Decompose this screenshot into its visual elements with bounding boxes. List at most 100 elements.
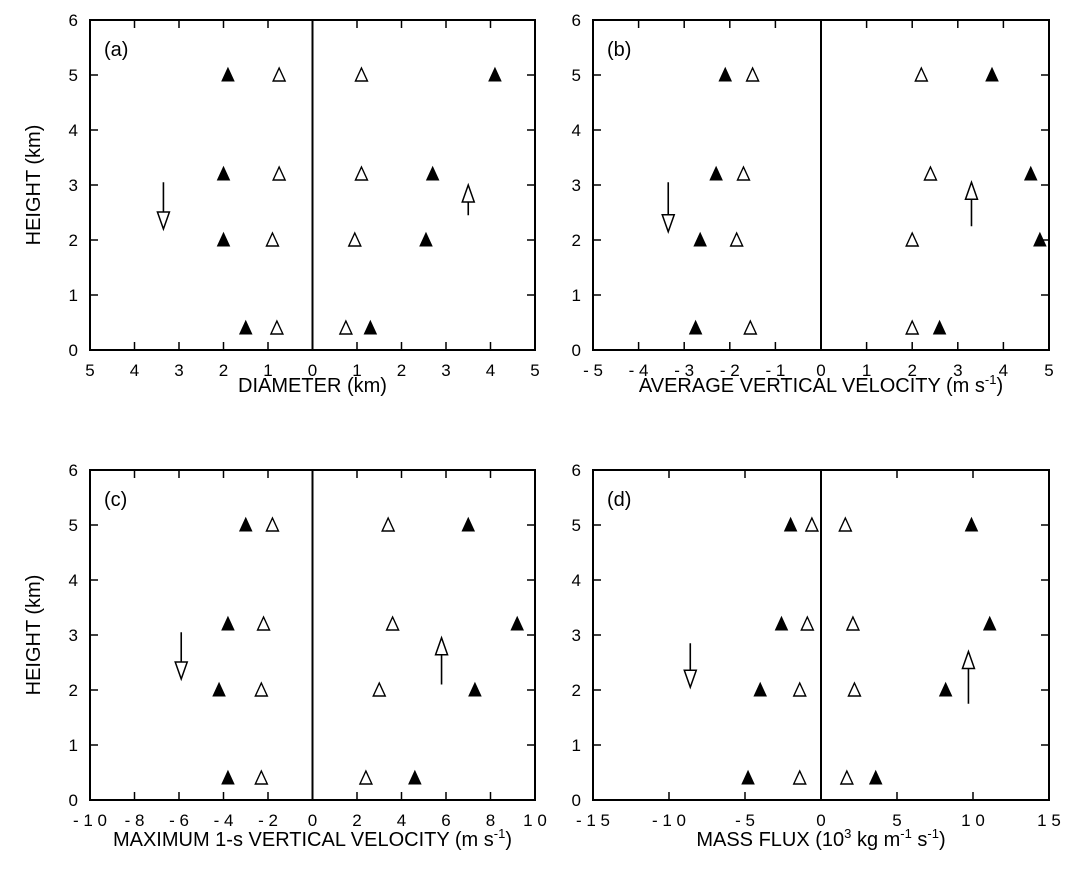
up-arrow-icon <box>964 179 979 227</box>
x-tick-label: 2 <box>219 361 228 380</box>
filled-triangle-point <box>774 615 789 631</box>
panel-label: (c) <box>104 489 127 511</box>
x-axis-label: DIAMETER (km) <box>238 375 387 397</box>
x-tick-label: - 3 <box>674 361 694 380</box>
x-tick-label: - 8 <box>125 811 145 830</box>
open-triangle-point <box>800 615 815 631</box>
filled-triangle-point <box>238 319 253 335</box>
filled-triangle-point <box>488 66 502 82</box>
y-axis-label: HEIGHT (km) <box>23 125 45 246</box>
filled-triangle-point <box>783 516 798 532</box>
filled-triangle-point <box>741 769 755 785</box>
x-tick-label: 2 <box>397 361 406 380</box>
down-arrow-icon <box>683 643 698 690</box>
up-arrow-icon <box>461 182 476 216</box>
y-tick-label: 6 <box>69 461 78 480</box>
filled-triangle-point <box>1033 231 1047 247</box>
open-triangle-point <box>265 231 280 247</box>
x-tick-label: 4 <box>130 361 139 380</box>
filled-triangle-point <box>425 165 440 181</box>
filled-triangle-point <box>510 615 524 631</box>
x-tick-label: - 1 <box>765 361 785 380</box>
x-tick-label: 0 <box>308 811 317 830</box>
y-tick-label: 5 <box>69 66 78 85</box>
open-triangle-point <box>792 769 807 785</box>
x-tick-label: - 6 <box>169 811 189 830</box>
x-tick-label: - 5 <box>735 811 755 830</box>
open-triangle-point <box>804 516 819 532</box>
filled-triangle-point <box>461 516 476 532</box>
y-tick-label: 1 <box>572 286 581 305</box>
filled-triangle-point <box>221 769 235 785</box>
y-tick-label: 1 <box>69 736 78 755</box>
panel-label: (b) <box>607 39 631 61</box>
x-tick-label: - 1 5 <box>576 811 610 830</box>
y-tick-label: 3 <box>69 626 78 645</box>
open-triangle-point <box>272 66 287 82</box>
up-arrow-icon <box>961 649 976 704</box>
y-tick-label: 0 <box>69 791 78 810</box>
filled-triangle-point <box>419 231 433 247</box>
filled-triangle-point <box>688 319 703 335</box>
y-tick-label: 4 <box>69 121 78 140</box>
x-tick-label: 2 <box>352 811 361 830</box>
open-triangle-point <box>914 66 929 82</box>
open-triangle-point <box>839 769 854 785</box>
y-tick-label: 0 <box>69 341 78 360</box>
filled-triangle-point <box>693 231 707 247</box>
open-triangle-point <box>729 231 744 247</box>
y-tick-label: 6 <box>69 11 78 30</box>
panel-a: 0 1 2 3 4 5 6 5 4 3 2 1 0 1 2 3 4 5 (a) DIAMETER (km) HEIGHT… <box>23 11 540 397</box>
open-triangle-point <box>354 66 369 82</box>
open-triangle-point <box>845 615 861 631</box>
x-tick-label: 0 <box>308 361 317 380</box>
y-tick-label: 4 <box>572 121 581 140</box>
panel-label: (d) <box>607 489 631 511</box>
x-tick-label: - 2 <box>720 361 740 380</box>
x-tick-label: 4 <box>999 361 1008 380</box>
x-tick-label: 6 <box>441 811 450 830</box>
y-tick-label: 0 <box>572 341 581 360</box>
open-triangle-point <box>256 615 271 631</box>
down-arrow-icon <box>661 182 676 235</box>
x-tick-label: 5 <box>85 361 94 380</box>
filled-triangle-point <box>982 615 997 631</box>
filled-triangle-point <box>221 66 235 82</box>
panel-c: 0 1 2 3 4 5 6 - 1 0 - 8 - 6 - 4 - 2 0 2 4 6 8 1 0 (c) MAXIM… <box>23 461 547 851</box>
x-tick-label: 5 <box>892 811 901 830</box>
x-tick-label: - 5 <box>583 361 603 380</box>
filled-triangle-point <box>709 165 723 181</box>
down-arrow-icon <box>156 182 171 232</box>
x-tick-label: 2 <box>907 361 916 380</box>
open-triangle-point <box>923 165 938 181</box>
x-tick-label: 1 0 <box>523 811 547 830</box>
open-triangle-point <box>381 516 396 532</box>
y-axis-label: HEIGHT (km) <box>23 575 45 696</box>
y-tick-label: 1 <box>572 736 581 755</box>
y-tick-label: 6 <box>572 11 581 30</box>
open-triangle-point <box>905 319 920 335</box>
y-tick-label: 1 <box>69 286 78 305</box>
y-tick-label: 3 <box>572 626 581 645</box>
x-tick-label: 3 <box>174 361 183 380</box>
open-triangle-point <box>358 769 373 785</box>
open-triangle-point <box>792 681 807 697</box>
filled-triangle-point <box>932 319 947 335</box>
open-triangle-point <box>838 516 853 532</box>
x-tick-label: 5 <box>1044 361 1053 380</box>
x-tick-label: 8 <box>486 811 495 830</box>
filled-triangle-point <box>363 319 378 335</box>
down-arrow-icon <box>174 632 189 682</box>
filled-triangle-point <box>964 516 979 532</box>
open-triangle-point <box>372 681 387 697</box>
x-tick-label: - 1 0 <box>652 811 686 830</box>
open-triangle-point <box>254 681 269 697</box>
filled-triangle-point <box>868 769 883 785</box>
x-tick-label: 3 <box>953 361 962 380</box>
x-tick-label: - 4 <box>214 811 234 830</box>
open-triangle-point <box>745 66 760 82</box>
filled-triangle-point <box>985 66 999 82</box>
filled-triangle-point <box>216 231 231 247</box>
x-axis-label: MASS FLUX (103 kg m-1 s-1) <box>696 826 945 851</box>
x-tick-label: - 2 <box>258 811 278 830</box>
